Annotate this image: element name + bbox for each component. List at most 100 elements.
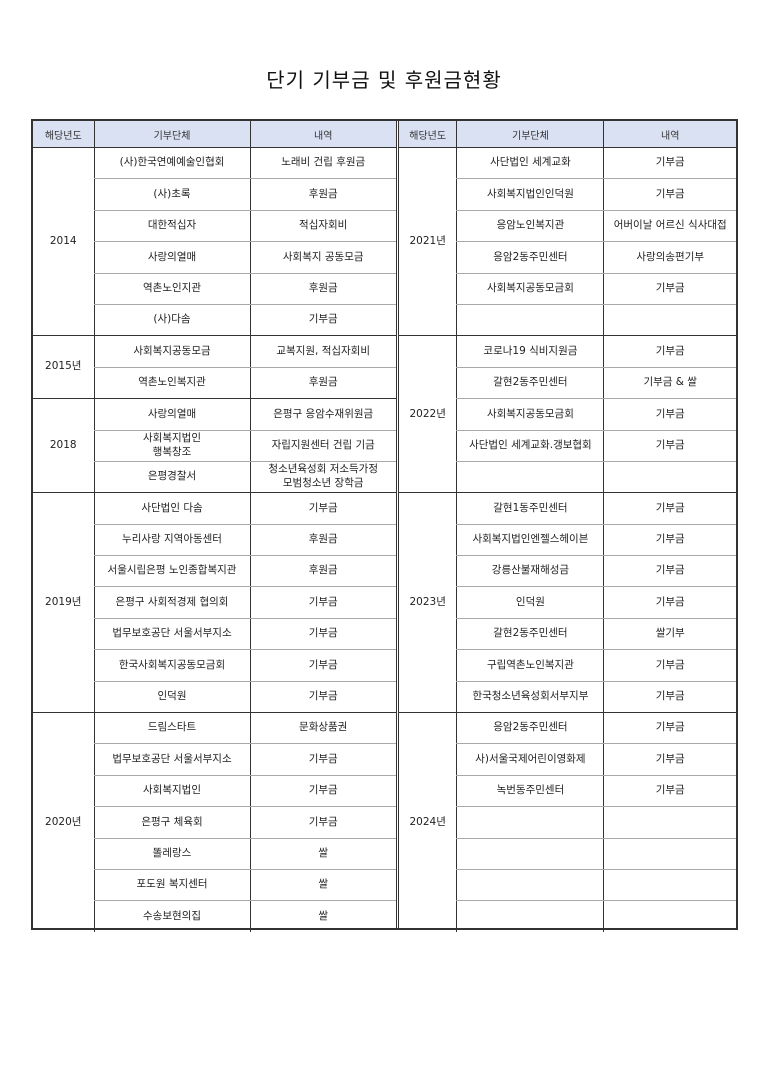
table-row [399, 838, 736, 870]
details-cell: 기부금 [249, 775, 396, 808]
details-cell: 후원금 [249, 367, 396, 400]
details-cell: 쌀 [249, 838, 396, 870]
organization-cell: 인덕원 [456, 586, 604, 619]
details-cell: 기부금 [603, 555, 736, 588]
organization-cell: 수송보현의집 [93, 900, 250, 932]
details-cell: 기부금 [249, 681, 396, 714]
header-organization: 기부단체 [456, 121, 604, 148]
year-cell: 2022년 [398, 335, 457, 494]
table-row: 응암2동주민센터 사랑의송편기부 [399, 241, 736, 274]
donation-table-left: 해당년도 기부단체 내역 2014 (사)한국연예예술인협회 노래비 건립 후원금(… [33, 121, 399, 932]
header-details: 내역 [249, 121, 396, 148]
details-cell: 기부금 [603, 335, 736, 368]
table-left: 해당년도 기부단체 내역 2014 (사)한국연예예술인협회 노래비 건립 후원금(… [33, 121, 396, 932]
details-cell [603, 461, 736, 494]
year-cell: 2020년 [45, 815, 82, 828]
organization-cell: 사랑의열매 [93, 398, 250, 431]
table-row [399, 806, 736, 839]
table-row: 2024년 응암2동주민센터 기부금 [399, 712, 736, 828]
header-row: 해당년도 기부단체 내역 [33, 121, 396, 148]
organization-cell: (사)다솜 [93, 304, 250, 337]
organization-cell: 한국사회복지공동모금회 [93, 649, 250, 682]
table-row: 사회복지법인엔젤스헤이븐 기부금 [399, 524, 736, 557]
table-row: 갈현2동주민센터 기부금 & 쌀 [399, 367, 736, 400]
header-year: 해당년도 [33, 121, 94, 148]
organization-cell: 드림스타트 [93, 712, 250, 745]
details-cell: 노래비 건립 후원금 [249, 147, 396, 180]
table-row: 누리사랑 지역아동센터 후원금 [33, 524, 396, 557]
details-cell: 청소년육성회 저소득가정 모범청소년 장학금 [249, 461, 396, 494]
organization-cell: 은평경찰서 [93, 461, 250, 494]
table-row: 2014 (사)한국연예예술인협회 노래비 건립 후원금 [33, 147, 396, 337]
table-row: 사회복지법인 기부금 [33, 775, 396, 808]
organization-cell: (사)한국연예예술인협회 [93, 147, 250, 180]
table-row [399, 900, 736, 932]
table-row: 역촌노인지관 후원금 [33, 273, 396, 305]
table-row: 대한적십자 적십자회비 [33, 210, 396, 243]
details-cell: 어버이날 어르신 식사대접 [603, 210, 736, 243]
details-cell: 쌀기부 [603, 618, 736, 651]
details-cell: 기부금 [249, 618, 396, 651]
organization-cell: 녹번동주민센터 [456, 775, 604, 808]
table-row [399, 869, 736, 902]
organization-cell: 사단법인 세계교화.갱보협회 [456, 430, 604, 462]
organization-cell: 강릉산불재해성금 [456, 555, 604, 588]
organization-cell: (사)초록 [93, 178, 250, 211]
donation-table-right: 해당년도 기부단체 내역 2021년 사단법인 세계교화 기부금 사회복지법인인덕원 기… [398, 121, 736, 932]
year-cell: 2021년 [398, 147, 457, 337]
year-cell: 2023년 [398, 492, 457, 714]
organization-cell: 응암2동주민센터 [456, 241, 604, 274]
year-cell: 2015년 [33, 335, 94, 400]
table-row: 녹번동주민센터 기부금 [399, 775, 736, 808]
organization-cell: 갈현2동주민센터 [456, 618, 604, 651]
organization-cell: 대한적십자 [93, 210, 250, 243]
details-cell: 쌀 [249, 869, 396, 902]
organization-cell: 역촌노인지관 [93, 273, 250, 305]
details-cell: 기부금 [603, 681, 736, 714]
details-cell: 기부금 [249, 743, 396, 776]
organization-cell: 포도원 복지센터 [93, 869, 250, 902]
organization-cell [456, 461, 604, 494]
organization-cell: 은평구 체육회 [93, 806, 250, 839]
header-row: 해당년도 기부단체 내역 [398, 121, 736, 148]
organization-cell: 인덕원 [93, 681, 250, 714]
table-row: 똘레랑스 쌀 [33, 838, 396, 870]
details-cell: 기부금 [603, 147, 736, 180]
table-row: 법무보호공단 서울서부지소 기부금 [33, 618, 396, 651]
table-row: 은평구 사회적경제 협의회 기부금 [33, 586, 396, 619]
organization-cell [456, 900, 604, 932]
details-cell: 기부금 [603, 743, 736, 776]
details-cell: 기부금 [603, 492, 736, 525]
organization-cell: 사회복지법인엔젤스헤이븐 [456, 524, 604, 557]
organization-cell: 서울시립은평 노인종합복지관 [93, 555, 250, 588]
organization-cell: 응암2동주민센터 [456, 712, 604, 745]
organization-cell [456, 838, 604, 870]
organization-cell: 사)서울국제어린이영화제 [456, 743, 604, 776]
organization-cell: 사회복지법인인덕원 [456, 178, 604, 211]
table-row: 한국사회복지공동모금회 기부금 [33, 649, 396, 682]
details-cell: 기부금 [603, 398, 736, 431]
details-cell: 기부금 [249, 649, 396, 682]
details-cell [603, 869, 736, 902]
organization-cell: 똘레랑스 [93, 838, 250, 870]
organization-cell: 코로나19 식비지원금 [456, 335, 604, 368]
organization-cell [456, 806, 604, 839]
details-cell: 은평구 응암수재위원금 [249, 398, 396, 431]
organization-cell: 사회복지공동모금회 [456, 398, 604, 431]
details-cell: 후원금 [249, 555, 396, 588]
details-cell: 사랑의송편기부 [603, 241, 736, 274]
organization-cell: 사단법인 다솜 [93, 492, 250, 525]
organization-cell: 사랑의열매 [93, 241, 250, 274]
organization-cell: 갈현1동주민센터 [456, 492, 604, 525]
details-cell [603, 304, 736, 337]
table-row: 사랑의열매 사회복지 공동모금 [33, 241, 396, 274]
header-organization: 기부단체 [93, 121, 250, 148]
year-cell: 2024년 [409, 815, 446, 828]
year-cell: 2019년 [33, 492, 94, 714]
organization-cell: 사회복지공동모금회 [456, 273, 604, 305]
table-row: 인덕원 기부금 [33, 681, 396, 714]
details-cell: 기부금 [249, 304, 396, 337]
donation-table: 해당년도 기부단체 내역 2014 (사)한국연예예술인협회 노래비 건립 후원금(… [31, 119, 738, 932]
organization-cell: 사회복지법인 [93, 775, 250, 808]
details-cell: 적십자회비 [249, 210, 396, 243]
